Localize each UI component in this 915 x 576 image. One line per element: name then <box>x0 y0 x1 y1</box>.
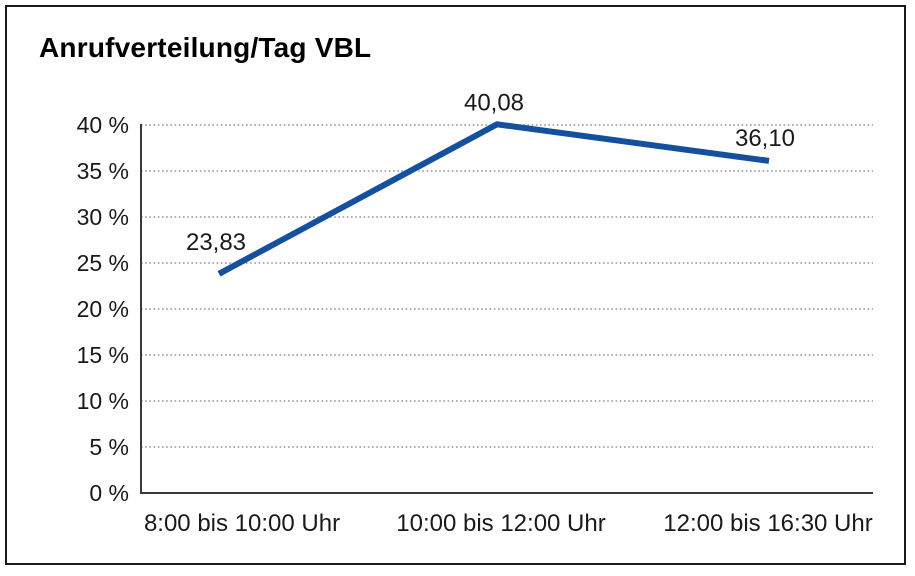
x-category-label: 10:00 bis 12:00 Uhr <box>396 510 605 537</box>
y-tick-label: 30 % <box>77 204 129 230</box>
data-point-label: 36,10 <box>735 125 795 152</box>
chart-title: Anrufverteilung/Tag VBL <box>39 32 372 63</box>
data-point-label: 23,83 <box>186 229 246 256</box>
y-tick-label: 0 % <box>89 480 129 506</box>
x-category-label: 8:00 bis 10:00 Uhr <box>144 510 340 537</box>
y-tick-label: 40 % <box>77 112 129 138</box>
y-tick-label: 10 % <box>77 388 129 414</box>
series-line <box>217 121 770 277</box>
y-tick-label: 5 % <box>89 434 129 460</box>
y-tick-label: 15 % <box>77 342 129 368</box>
data-point-label: 40,08 <box>464 89 524 116</box>
chart-frame <box>5 5 906 565</box>
y-tick-label: 20 % <box>77 296 129 322</box>
y-tick-label: 25 % <box>77 250 129 276</box>
x-category-label: 12:00 bis 16:30 Uhr <box>663 510 872 537</box>
y-tick-label: 35 % <box>77 158 129 184</box>
